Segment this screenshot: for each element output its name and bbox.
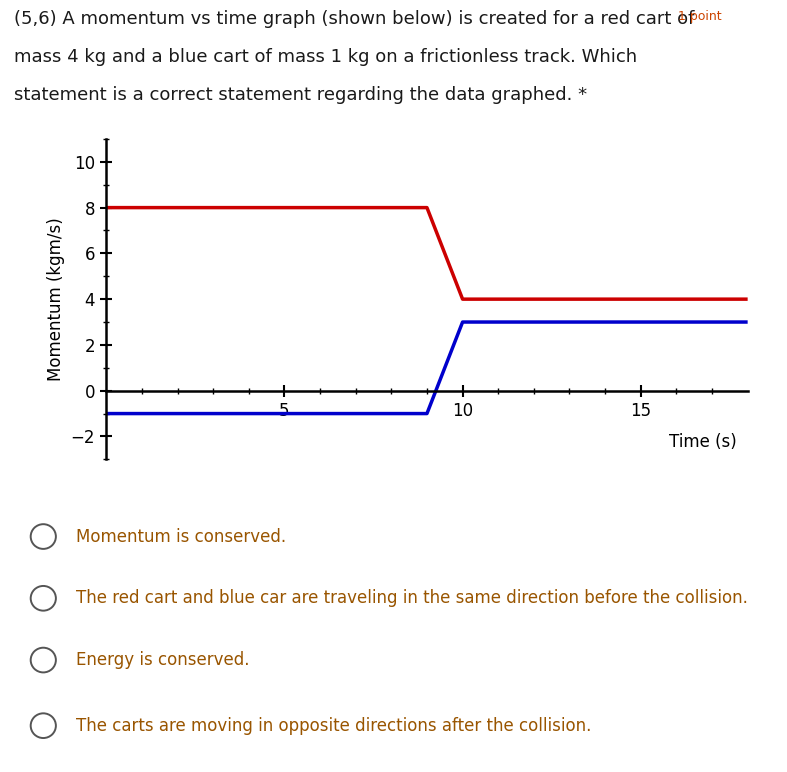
Text: (5,6) A momentum vs time graph (shown below) is created for a red cart of: (5,6) A momentum vs time graph (shown be… — [14, 9, 695, 28]
Text: statement is a correct statement regarding the data graphed. *: statement is a correct statement regardi… — [14, 86, 587, 104]
Y-axis label: Momentum (kgm/s): Momentum (kgm/s) — [47, 217, 65, 381]
Text: The red cart and blue car are traveling in the same direction before the collisi: The red cart and blue car are traveling … — [76, 589, 748, 608]
Text: 1 point: 1 point — [678, 9, 722, 22]
Text: mass 4 kg and a blue cart of mass 1 kg on a frictionless track. Which: mass 4 kg and a blue cart of mass 1 kg o… — [14, 48, 637, 66]
Text: The carts are moving in opposite directions after the collision.: The carts are moving in opposite directi… — [76, 716, 591, 735]
Text: Time (s): Time (s) — [669, 433, 737, 452]
Text: Energy is conserved.: Energy is conserved. — [76, 651, 249, 669]
Text: Momentum is conserved.: Momentum is conserved. — [76, 527, 286, 546]
